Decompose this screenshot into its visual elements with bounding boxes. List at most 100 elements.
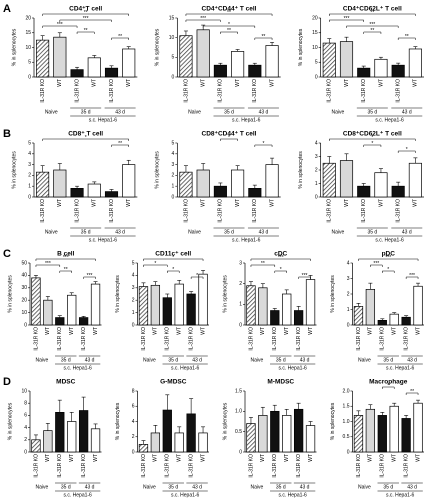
significance-label: *** xyxy=(385,255,391,261)
significance-label: ** xyxy=(261,261,265,267)
group-note: s.c. Hepa1-6 xyxy=(232,237,261,243)
significance-label: * xyxy=(262,141,264,147)
significance-bracket xyxy=(185,13,273,16)
y-axis-label: % in splenocytes xyxy=(115,402,121,440)
bar xyxy=(78,317,89,326)
y-tick-label: 4 xyxy=(24,425,27,431)
y-tick-label: 15 xyxy=(312,30,318,36)
significance-label: * xyxy=(371,141,373,147)
bar xyxy=(377,320,387,326)
panel-label: D xyxy=(3,376,11,388)
y-tick-label: 5 xyxy=(172,55,175,61)
x-tick-label: IL-31R KO xyxy=(183,199,189,223)
y-tick-label: 10 xyxy=(21,310,27,316)
bar xyxy=(43,430,53,453)
x-tick-label: IL-31R KO xyxy=(272,327,278,351)
x-tick-label: IL-31R KO xyxy=(403,454,409,478)
y-tick-label: 20 xyxy=(21,298,27,304)
y-tick-label: 8 xyxy=(24,401,27,407)
significance-bracket xyxy=(42,13,129,16)
x-tick-label: IL-31R KO xyxy=(361,79,367,103)
group-note: s.c. Hepa1-6 xyxy=(232,117,261,123)
group-label: 35 d xyxy=(168,484,178,490)
x-tick-label: IL-31R KO xyxy=(109,79,115,103)
significance-bracket xyxy=(250,258,311,261)
bar xyxy=(174,283,184,326)
bar xyxy=(150,284,161,326)
y-tick-label: 4 xyxy=(347,260,350,266)
x-tick-label: IL-31R KO xyxy=(296,454,302,478)
bar xyxy=(374,172,388,198)
x-tick-label: WT xyxy=(200,454,206,462)
x-tick-label: IL-31R KO xyxy=(74,79,80,103)
group-note: s.c. Hepa1-6 xyxy=(386,365,415,371)
y-tick-label: 50 xyxy=(21,260,27,266)
x-tick-label: WT xyxy=(378,79,384,87)
y-tick-label: 1.5 xyxy=(235,388,242,394)
bar xyxy=(198,432,208,453)
bar xyxy=(377,415,387,453)
significance-bracket xyxy=(405,276,419,279)
bar xyxy=(389,405,399,453)
group-label: 35 d xyxy=(81,109,91,115)
significance-label: *** xyxy=(373,261,379,267)
group-label: 43 d xyxy=(407,484,417,490)
significance-label: *** xyxy=(278,255,284,261)
x-tick-label: WT xyxy=(93,327,99,335)
group-label: Naive xyxy=(331,229,344,235)
significance-bracket xyxy=(397,37,416,40)
bar xyxy=(67,294,77,326)
bar xyxy=(391,64,405,78)
significance-label: ** xyxy=(405,34,409,40)
significance-bracket xyxy=(42,25,78,28)
y-tick-label: 1 xyxy=(132,310,135,316)
y-tick-label: 2.0 xyxy=(343,388,350,394)
group-label: Naive xyxy=(331,109,344,115)
bar xyxy=(246,285,256,326)
significance-bracket xyxy=(59,19,112,22)
significance-bracket xyxy=(143,264,168,267)
bar xyxy=(265,45,279,78)
group-label: 35 d xyxy=(224,109,234,115)
significance-bracket xyxy=(329,138,416,141)
bar xyxy=(413,285,423,326)
x-tick-label: WT xyxy=(308,327,314,335)
significance-bracket xyxy=(358,258,419,261)
x-tick-label: IL-31R KO xyxy=(81,327,87,351)
y-tick-label: 6 xyxy=(132,404,135,410)
x-tick-label: IL-31R KO xyxy=(188,327,194,351)
x-tick-label: IL-31R KO xyxy=(327,79,333,103)
bar xyxy=(198,273,208,326)
y-tick-label: 1.0 xyxy=(343,419,350,425)
y-axis-label: % in splenocytes xyxy=(7,402,13,440)
y-tick-label: 6 xyxy=(24,413,27,419)
x-tick-label: IL-31R KO xyxy=(165,454,171,478)
bar xyxy=(174,432,184,453)
y-tick-label: 10 xyxy=(169,35,175,41)
group-label: 43 d xyxy=(85,357,95,363)
bar xyxy=(322,162,336,198)
bar xyxy=(282,293,292,326)
significance-bracket xyxy=(220,31,238,34)
significance-bracket xyxy=(202,25,256,28)
x-tick-label: IL-31R KO xyxy=(380,454,386,478)
y-axis-label: % in splenocytes xyxy=(298,28,304,66)
y-tick-label: 5 xyxy=(28,140,31,146)
significance-bracket xyxy=(370,264,383,267)
x-tick-label: IL-31R KO xyxy=(81,454,87,478)
significance-label: * xyxy=(172,267,174,273)
chart-title: pDC xyxy=(382,251,396,258)
bar xyxy=(401,418,411,453)
x-tick-label: WT xyxy=(69,327,75,335)
chart-title: CD4⁺T cell xyxy=(69,6,102,13)
group-label: 43 d xyxy=(300,484,310,490)
significance-label: ** xyxy=(118,34,122,40)
x-tick-label: IL-31R KO xyxy=(403,327,409,351)
significance-label: * xyxy=(228,22,230,28)
y-tick-label: 4 xyxy=(172,151,175,157)
chart-title: CD8⁺CD62L⁺ T cell xyxy=(343,131,402,138)
significance-label: *** xyxy=(369,22,375,28)
bar xyxy=(353,415,364,453)
group-label: 35 d xyxy=(383,357,393,363)
